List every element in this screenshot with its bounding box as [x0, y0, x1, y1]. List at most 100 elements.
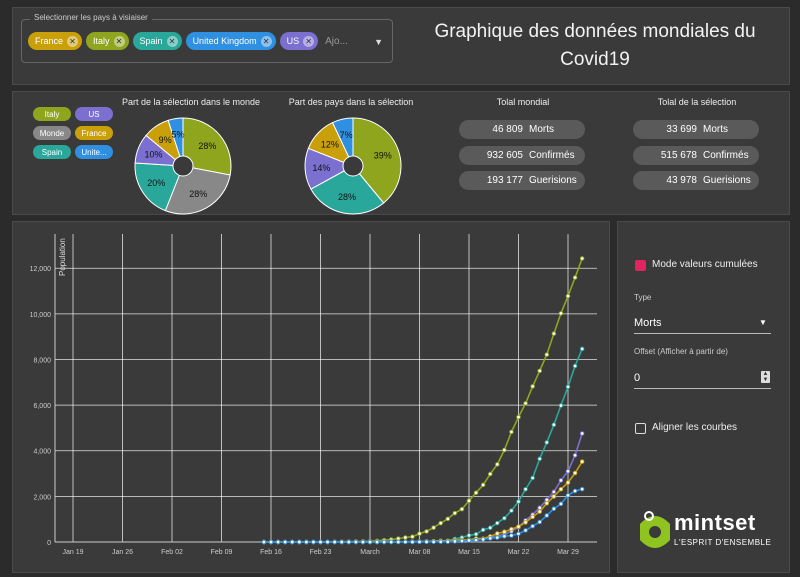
country-selector[interactable]: Selectionner les pays à visiaiser France…: [21, 13, 393, 63]
data-point: [572, 453, 578, 458]
data-point: [403, 535, 408, 540]
chip-spain[interactable]: Spain ✕: [132, 32, 182, 50]
pie1-slice-label: 9%: [159, 135, 172, 145]
selection-deaths-value: 33 699: [666, 124, 697, 135]
chip-united-kingdom[interactable]: United Kingdom ✕: [185, 32, 276, 50]
data-point: [473, 531, 479, 537]
legend-united-kingdom[interactable]: Unite...: [75, 145, 113, 159]
data-point: [516, 531, 521, 537]
data-point: [424, 539, 429, 545]
pie1-center-hole: [172, 155, 194, 177]
data-point: [452, 539, 458, 544]
data-point: [579, 486, 585, 492]
data-point: [487, 471, 493, 477]
data-point: [572, 488, 578, 494]
data-point: [551, 422, 557, 428]
chip-label: United Kingdom: [192, 36, 257, 46]
pie1-slice-label: 10%: [145, 149, 163, 159]
type-label: Type: [634, 293, 652, 302]
x-tick-label: Feb 16: [260, 549, 282, 556]
pie1-slice: [134, 162, 184, 212]
data-point: [417, 531, 422, 536]
selection-confirmed: 515 678 Confirmés: [633, 146, 759, 165]
data-point: [268, 539, 274, 545]
data-point: [487, 536, 493, 541]
legend-france[interactable]: France: [75, 126, 113, 140]
selection-confirmed-label: Confirmés: [703, 150, 749, 161]
data-point: [565, 493, 571, 498]
data-point: [480, 482, 486, 488]
data-point: [466, 533, 472, 538]
data-point: [579, 346, 585, 352]
x-tick-label: Mar 08: [409, 549, 431, 556]
world-deaths-label: Morts: [529, 124, 554, 135]
data-point: [275, 539, 281, 545]
data-point: [495, 520, 500, 526]
offset-underline: [634, 388, 771, 389]
selection-recovered: 43 978 Guerisions: [633, 171, 759, 190]
pie2-slice-label: 28%: [338, 192, 356, 202]
pie2-slice: [310, 165, 385, 215]
data-point: [431, 539, 436, 545]
data-point: [537, 519, 542, 525]
data-point: [417, 539, 422, 545]
x-tick-label: Jan 19: [62, 549, 83, 556]
logo-text: mintset: [674, 510, 756, 535]
chip-label: Italy: [93, 36, 110, 46]
data-point: [311, 539, 316, 545]
world-recovered-value: 193 177: [486, 175, 523, 186]
remove-icon[interactable]: ✕: [166, 35, 178, 47]
type-select[interactable]: Morts: [634, 317, 662, 329]
chip-france[interactable]: France ✕: [28, 32, 83, 50]
y-tick-label: 4,000: [33, 449, 51, 456]
selection-confirmed-value: 515 678: [660, 150, 697, 161]
logo-tagline: L'ESPRIT D'ENSEMBLE: [674, 538, 772, 547]
data-point: [572, 275, 578, 280]
data-point: [565, 384, 571, 390]
data-point: [523, 401, 528, 406]
data-point: [558, 311, 564, 316]
world-recovered: 193 177 Guerisions: [459, 171, 585, 190]
pie1-slice: [164, 165, 231, 215]
data-point: [523, 487, 528, 492]
data-point: [438, 539, 443, 545]
legend-monde[interactable]: Monde: [33, 126, 71, 140]
data-point: [332, 539, 337, 545]
data-point: [353, 539, 359, 545]
data-point: [523, 528, 528, 533]
data-point: [579, 256, 585, 261]
data-point: [516, 499, 521, 504]
data-point: [374, 539, 380, 545]
remove-icon[interactable]: ✕: [67, 35, 79, 47]
type-underline: [634, 333, 771, 334]
chip-us[interactable]: US ✕: [279, 32, 319, 50]
pie1-slice-label: 5%: [172, 130, 185, 140]
line-chart: Jan 19 Jan 26 Feb 02 Feb 09 Feb 16 Feb 23 Marc…: [30, 234, 624, 556]
pie2-slice: [352, 117, 402, 204]
remove-icon[interactable]: ✕: [113, 35, 125, 47]
data-point: [459, 506, 465, 512]
world-total-title: Tolal mondial: [496, 97, 550, 107]
offset-stepper[interactable]: ▲ ▼: [761, 371, 770, 383]
pie1-slice: [182, 117, 232, 176]
data-point: [530, 475, 535, 481]
remove-icon[interactable]: ✕: [260, 35, 272, 47]
page-title: Graphique des données mondiales du Covid…: [399, 18, 791, 74]
pie1-slice: [167, 117, 184, 167]
legend-us[interactable]: US: [75, 107, 113, 121]
chevron-down-icon[interactable]: ▼: [759, 318, 767, 327]
data-point: [396, 539, 401, 545]
offset-input[interactable]: 0: [634, 372, 641, 384]
legend-italy[interactable]: Italy: [33, 107, 71, 121]
data-point: [530, 514, 535, 520]
remove-icon[interactable]: ✕: [303, 35, 315, 47]
pie2-center-hole: [342, 155, 364, 177]
country-search-input[interactable]: Ajo...: [325, 35, 348, 47]
pie2-title: Part des pays dans la sélection: [288, 97, 414, 107]
cumulative-checkbox[interactable]: [635, 260, 646, 271]
legend-spain[interactable]: Spain: [33, 145, 71, 159]
data-point: [579, 431, 585, 436]
chip-italy[interactable]: Italy ✕: [86, 32, 129, 50]
chevron-down-icon[interactable]: ▼: [374, 37, 383, 47]
align-checkbox[interactable]: [635, 423, 646, 434]
